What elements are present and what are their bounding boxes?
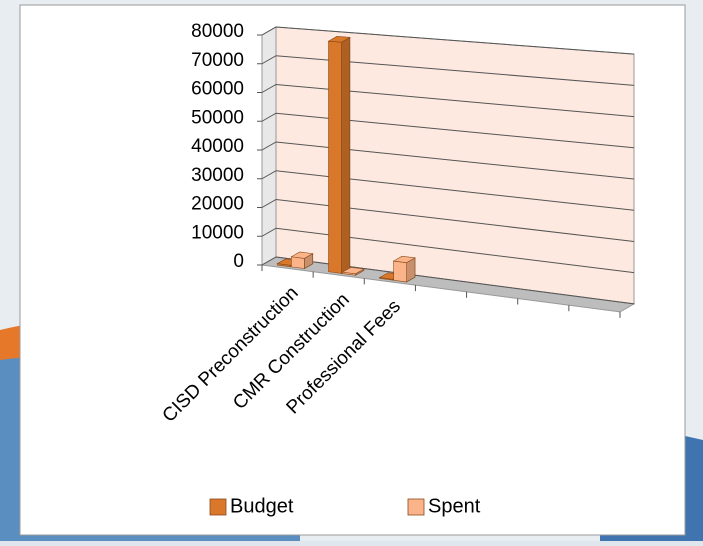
y-tick-label: 80000 [191, 21, 244, 42]
bar-front [328, 40, 342, 274]
y-tick-label: 30000 [191, 165, 244, 186]
bar-top [341, 267, 365, 275]
bar-top [290, 251, 314, 259]
grid-line [261, 227, 635, 274]
legend-swatch [407, 498, 425, 516]
bar-side [341, 36, 351, 274]
legend-label: Budget [230, 495, 294, 517]
grid-line [261, 170, 635, 211]
y-tick-label: 0 [233, 251, 244, 272]
bar-front [291, 256, 305, 269]
grid-line [261, 141, 635, 180]
y-tick-label: 40000 [191, 136, 244, 157]
bar [392, 255, 416, 283]
y-tick-label: 10000 [191, 222, 244, 243]
grid-line [261, 256, 635, 305]
bar-front [393, 260, 407, 283]
grid-line [261, 26, 635, 55]
y-tick-label: 50000 [191, 107, 244, 128]
bar-top [327, 36, 351, 43]
grid-line [261, 198, 635, 242]
y-tick-label: 20000 [191, 194, 244, 215]
grid-line [261, 55, 635, 86]
grid-line [261, 112, 635, 149]
legend-swatch [209, 498, 227, 516]
y-tick-label: 60000 [191, 79, 244, 100]
bar-top [392, 255, 416, 263]
bar [290, 251, 314, 270]
bar [327, 36, 351, 274]
y-tick-label: 70000 [191, 50, 244, 71]
grid-line [261, 83, 635, 118]
legend-label: Spent [428, 495, 481, 517]
bar [341, 267, 365, 276]
